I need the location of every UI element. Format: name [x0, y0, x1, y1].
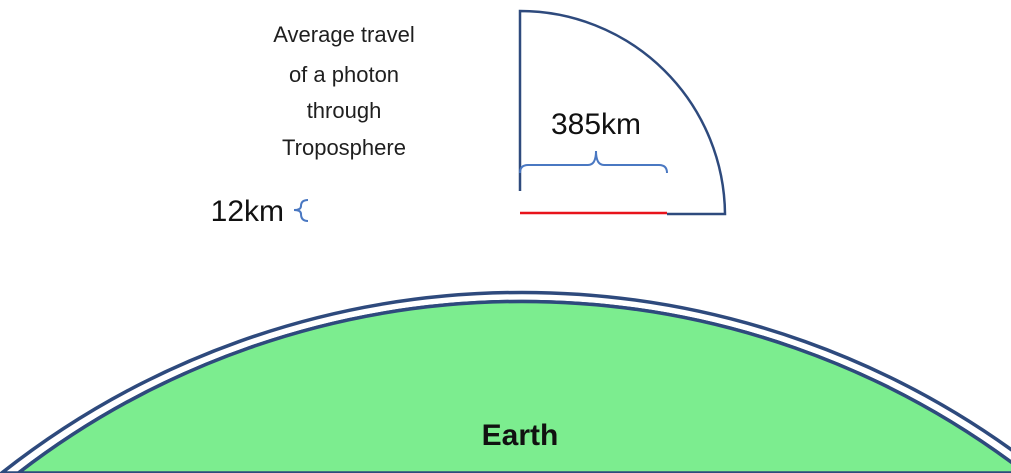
caption-line: through — [307, 98, 382, 123]
earth-label: Earth — [482, 419, 559, 452]
caption-line: Average travel — [273, 22, 414, 47]
caption-line: Troposphere — [282, 135, 406, 160]
distance-brace — [519, 150, 668, 174]
distance-label: 385km — [551, 108, 641, 141]
earth-surface — [15, 299, 1011, 473]
caption-line: of a photon — [289, 62, 399, 87]
thickness-brace — [293, 199, 309, 222]
photon-travel-sector — [518, 9, 727, 216]
thickness-label: 12km — [211, 195, 284, 228]
